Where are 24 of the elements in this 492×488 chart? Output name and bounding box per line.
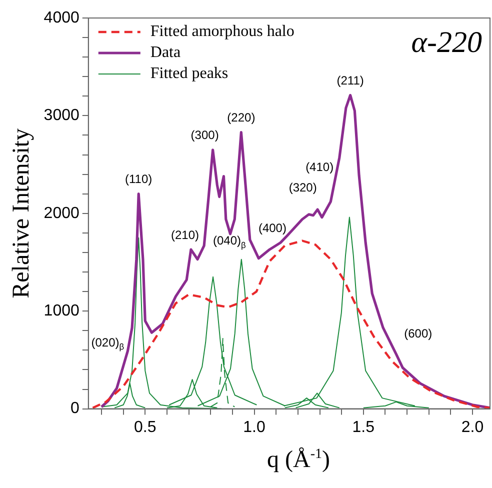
annotation: α-220	[411, 26, 482, 59]
annotation: (211)	[336, 73, 364, 88]
y-tick-label: 1000	[44, 302, 80, 320]
y-tick-label: 2000	[44, 204, 80, 222]
x-tick-label: 2.0	[461, 418, 484, 436]
legend-label: Data	[150, 44, 181, 62]
annotation: (600)	[404, 326, 432, 340]
x-tick-label: 1.0	[243, 418, 266, 436]
annotation: (400)	[258, 221, 286, 236]
y-tick-label: 4000	[44, 9, 80, 26]
x-tick-label: 0.5	[134, 418, 156, 436]
annotation: (210)	[170, 228, 199, 242]
y-tick-label: 0	[70, 400, 80, 418]
annotation: (110)	[125, 172, 152, 186]
annotation: (320)	[288, 180, 317, 195]
annotation: (410)	[306, 160, 334, 174]
x-tick-label: 1.5	[352, 418, 375, 436]
x-axis-title: q (Å$^{-1}$)	[266, 447, 331, 474]
y-axis-title: Relative Intensity	[8, 128, 35, 298]
legend-label: Fitted peaks	[150, 65, 228, 82]
y-tick-label: 3000	[44, 107, 80, 124]
annotation: (220)	[227, 110, 256, 125]
annotation: (300)	[190, 128, 219, 142]
legend-label: Fitted amorphous halo	[150, 23, 294, 40]
